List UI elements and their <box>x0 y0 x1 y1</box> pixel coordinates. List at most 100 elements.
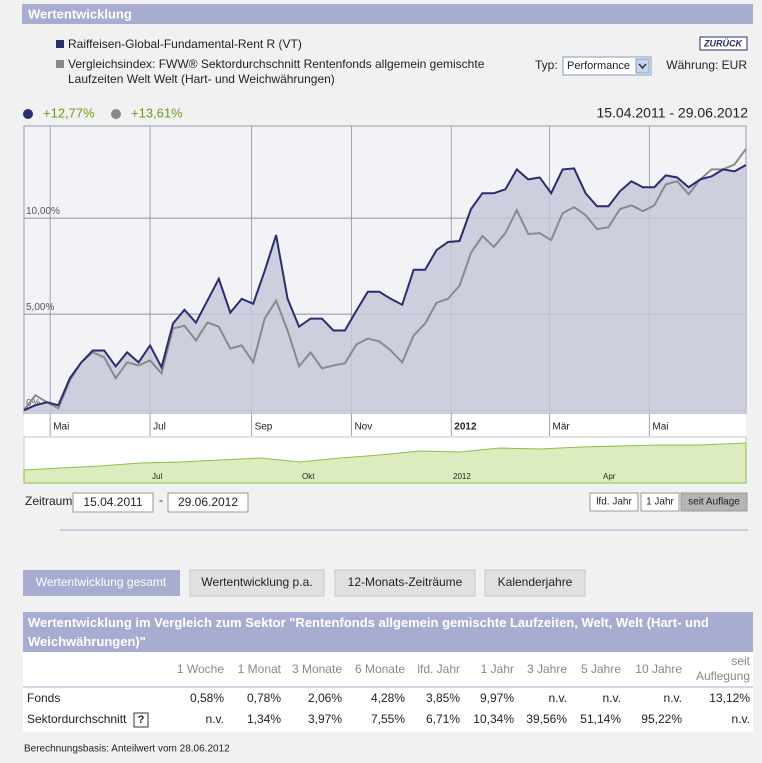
table-cell: 39,56% <box>526 712 567 726</box>
tab-active[interactable] <box>23 570 180 596</box>
date-to[interactable]: 29.06.2012 <box>178 495 238 509</box>
type-label: Typ: <box>535 58 558 72</box>
tab-label[interactable]: Wertentwicklung p.a. <box>201 575 312 589</box>
series-area <box>24 164 746 414</box>
legend-item: Raiffeisen-Global-Fundamental-Rent R (VT… <box>68 37 302 51</box>
period-button-label[interactable]: lfd. Jahr <box>596 497 632 508</box>
header-title: Wertentwicklung <box>28 6 132 21</box>
column-header: 1 Monat <box>238 662 282 676</box>
row-label: Fonds <box>27 691 60 705</box>
x-tick-label: Sep <box>255 422 273 433</box>
legend-swatch <box>56 60 64 68</box>
table-cell: n.v. <box>206 712 224 726</box>
type-value[interactable]: Performance <box>567 60 630 72</box>
period-button[interactable] <box>589 492 639 512</box>
x-tick-label: Nov <box>354 422 372 433</box>
column-header: 6 Monate <box>355 662 405 676</box>
back-button[interactable] <box>699 36 748 51</box>
tab[interactable] <box>484 569 586 597</box>
y-tick-label: 10,00% <box>26 206 60 217</box>
x-tick-label: Jul <box>153 422 166 433</box>
table-cell: n.v. <box>603 691 621 705</box>
select-arrow[interactable] <box>635 58 650 74</box>
table-title: Wertentwicklung im Vergleich zum Sektor … <box>28 615 709 649</box>
table: 1 Woche 1 Monat 3 Monate 6 Monate lfd. Jahr 1… <box>27 654 750 728</box>
period-button-label[interactable]: 1 Jahr <box>646 497 674 508</box>
column-header: 3 Jahre <box>527 662 567 676</box>
navigator-label: Apr <box>603 472 616 481</box>
column-header: 3 Monate <box>292 662 342 676</box>
date-input[interactable] <box>72 492 154 513</box>
summary-dot <box>111 109 121 119</box>
table-header <box>23 612 753 652</box>
plot: Mai Jul Sep Nov 2012 Mär Mai 0% 5,00% 10,00% <box>23 126 747 436</box>
table-cell: 3,97% <box>308 712 342 726</box>
period-button-active[interactable] <box>680 492 748 512</box>
table-title-box: Wertentwicklung im Vergleich zum Sektor … <box>28 615 709 649</box>
footnote: Berechnungsbasis: Anteilwert vom 28.06.2… <box>24 744 230 755</box>
table-cell: n.v. <box>664 691 682 705</box>
tab-label[interactable]: Kalenderjahre <box>498 575 573 589</box>
period-button[interactable] <box>640 492 680 512</box>
date-from[interactable]: 15.04.2011 <box>83 495 142 509</box>
table-cell: 2,06% <box>308 691 342 705</box>
header-bar <box>22 4 753 24</box>
table-cell: 51,14% <box>580 712 621 726</box>
column-header: seit Auflegung <box>695 654 750 683</box>
summary-dot <box>23 109 33 119</box>
legend-item-box: Vergleichsindex: FWW® Sektordurchschnitt… <box>68 57 485 86</box>
column-header: 1 Woche <box>177 662 224 676</box>
date-input[interactable] <box>167 492 249 513</box>
table-cell: n.v. <box>549 691 567 705</box>
series-line <box>23 164 747 412</box>
tab-label[interactable]: Wertentwicklung gesamt <box>36 575 167 589</box>
navigator-label: 2012 <box>453 472 471 481</box>
table-cell: 0,78% <box>247 691 281 705</box>
currency: Währung: EUR <box>666 58 747 72</box>
navigator-label: Okt <box>302 472 315 481</box>
help-icon[interactable] <box>133 712 149 728</box>
back-button-label[interactable]: ZURÜCK <box>703 38 743 48</box>
legend-item-box: Raiffeisen-Global-Fundamental-Rent R (VT… <box>68 37 302 51</box>
x-tick-label: 2012 <box>454 422 477 433</box>
legend-swatch <box>56 40 64 48</box>
table-cell: 9,97% <box>480 691 514 705</box>
tab[interactable] <box>189 569 325 597</box>
date-range: 15.04.2011 - 29.06.2012 <box>596 105 748 121</box>
table-cell: 7,55% <box>371 712 405 726</box>
series-line <box>23 148 747 411</box>
table-cell: 6,71% <box>426 712 460 726</box>
tab-label[interactable]: 12-Monats-Zeiträume <box>348 575 463 589</box>
period-label: Zeitraum: <box>25 494 76 508</box>
navigator-area <box>23 442 747 484</box>
date-separator: - <box>159 493 163 507</box>
summary-value: +12,77% <box>43 105 95 120</box>
select-arrow-icon <box>638 63 647 70</box>
column-header: 1 Jahr <box>481 662 514 676</box>
table-cell: 0,58% <box>190 691 224 705</box>
table-cell: n.v. <box>732 712 750 726</box>
legend-item: Vergleichsindex: FWW® Sektordurchschnitt… <box>68 57 485 86</box>
navigator-label: Jul <box>152 472 162 481</box>
table-cell: 13,12% <box>709 691 750 705</box>
summary-value: +13,61% <box>131 105 183 120</box>
y-tick-label: 0% <box>26 398 41 409</box>
table-cell: 1,34% <box>247 712 281 726</box>
type-select[interactable] <box>562 56 652 76</box>
x-tick-label: Mai <box>652 422 668 433</box>
x-tick-label: Mär <box>553 422 571 433</box>
column-header: 5 Jahre <box>581 662 621 676</box>
period-button-label[interactable]: seit Auflage <box>688 497 740 508</box>
table-cell: 3,85% <box>426 691 460 705</box>
row-label: Sektordurchschnitt <box>27 712 127 726</box>
tab[interactable] <box>334 569 476 597</box>
table-cell: 10,34% <box>473 712 514 726</box>
x-tick-label: Mai <box>53 422 69 433</box>
column-header: lfd. Jahr <box>417 662 460 676</box>
column-header: 10 Jahre <box>635 662 682 676</box>
table-cell: 4,28% <box>371 691 405 705</box>
column-header-box: seit Auflegung <box>695 654 750 683</box>
help-icon-label[interactable]: ? <box>138 714 145 726</box>
x-axis-band <box>24 414 746 436</box>
